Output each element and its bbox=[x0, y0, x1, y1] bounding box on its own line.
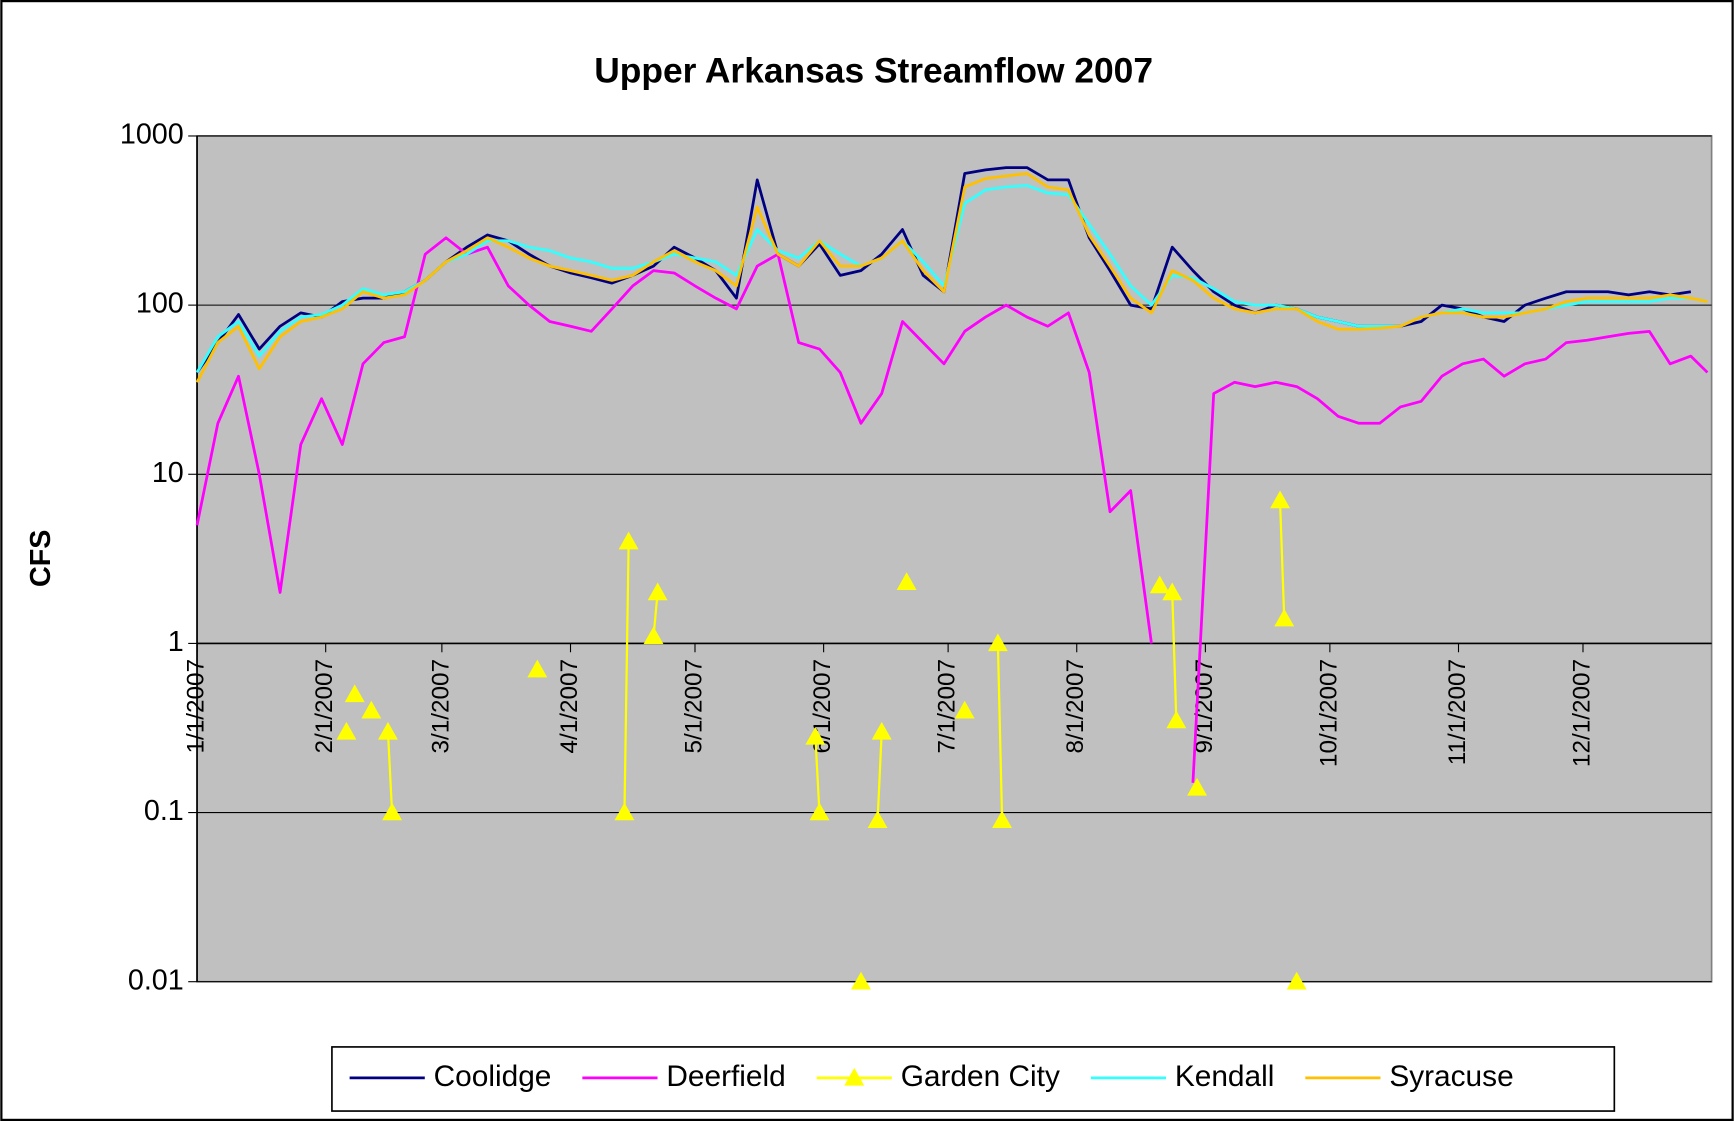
x-tick-label: 4/1/2007 bbox=[556, 659, 583, 754]
data-marker bbox=[1187, 777, 1208, 796]
series-line bbox=[386, 731, 394, 813]
legend-box bbox=[331, 1046, 1616, 1112]
data-marker bbox=[805, 726, 826, 745]
y-tick-label: 100 bbox=[136, 288, 184, 320]
data-marker bbox=[1166, 710, 1187, 729]
series-line bbox=[1278, 500, 1286, 619]
y-tick-label: 1000 bbox=[120, 119, 184, 151]
y-tick-label: 0.01 bbox=[128, 964, 184, 996]
y-axis-label: CFS bbox=[25, 530, 57, 587]
x-tick-label: 3/1/2007 bbox=[427, 659, 454, 754]
x-tick-label: 7/1/2007 bbox=[934, 659, 961, 754]
series-line bbox=[195, 236, 1153, 644]
data-marker bbox=[1149, 575, 1170, 594]
data-marker bbox=[361, 700, 382, 719]
data-marker bbox=[614, 802, 635, 821]
series-line bbox=[1191, 329, 1709, 783]
y-tick-label: 1 bbox=[168, 626, 184, 658]
data-marker bbox=[871, 721, 892, 740]
data-marker bbox=[987, 633, 1008, 652]
data-marker bbox=[382, 802, 403, 821]
legend-label: Garden City bbox=[901, 1060, 1060, 1093]
y-tick-label: 0.1 bbox=[144, 795, 184, 827]
data-marker bbox=[851, 971, 871, 990]
series-line bbox=[876, 731, 883, 821]
data-marker bbox=[336, 721, 357, 740]
data-marker bbox=[809, 802, 830, 821]
legend-label: Deerfield bbox=[666, 1060, 785, 1093]
data-marker bbox=[992, 810, 1013, 829]
data-marker bbox=[643, 626, 664, 645]
data-marker bbox=[867, 810, 888, 829]
x-tick-label: 1/1/2007 bbox=[182, 659, 209, 754]
y-tick-label: 10 bbox=[152, 457, 184, 489]
data-marker bbox=[1286, 971, 1307, 990]
series-line bbox=[996, 643, 1004, 821]
data-marker bbox=[377, 721, 398, 740]
x-tick-label: 8/1/2007 bbox=[1062, 659, 1089, 754]
data-marker bbox=[954, 700, 975, 719]
data-marker bbox=[1274, 608, 1295, 627]
x-tick-label: 5/1/2007 bbox=[680, 659, 707, 754]
data-marker bbox=[1162, 582, 1183, 601]
data-marker bbox=[527, 659, 548, 678]
data-marker bbox=[1270, 490, 1291, 509]
data-marker bbox=[647, 582, 668, 601]
data-marker bbox=[618, 531, 639, 550]
data-marker bbox=[344, 684, 365, 703]
x-tick-label: 12/1/2007 bbox=[1568, 659, 1595, 767]
x-tick-label: 11/1/2007 bbox=[1444, 659, 1471, 765]
x-tick-label: 10/1/2007 bbox=[1315, 659, 1342, 767]
series-line bbox=[195, 172, 1708, 383]
series-line bbox=[1171, 592, 1178, 721]
x-tick-label: 2/1/2007 bbox=[311, 659, 338, 754]
series-line bbox=[623, 541, 630, 813]
legend-label: Coolidge bbox=[434, 1060, 552, 1093]
legend-marker bbox=[844, 1067, 865, 1086]
legend-label: Kendall bbox=[1175, 1060, 1275, 1093]
series-line bbox=[814, 736, 821, 813]
legend-label: Syracuse bbox=[1389, 1060, 1513, 1093]
chart-title: Upper Arkansas Streamflow 2007 bbox=[594, 51, 1153, 90]
data-marker bbox=[896, 572, 917, 590]
